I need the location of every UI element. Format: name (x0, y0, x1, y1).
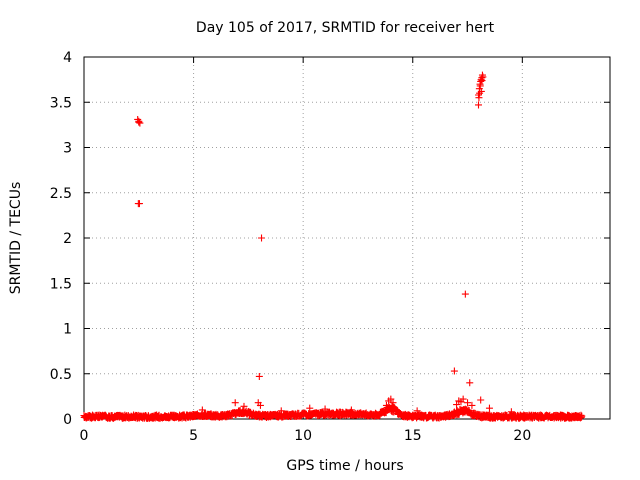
x-tick-label: 15 (404, 428, 422, 444)
data-points (80, 71, 586, 422)
data-point (321, 405, 329, 413)
y-tick-label: 2 (63, 231, 72, 247)
y-axis-label: SRMTID / TECUs (8, 182, 24, 295)
data-point (136, 119, 144, 127)
data-point (507, 408, 515, 416)
data-point (476, 82, 484, 90)
data-point (347, 406, 355, 414)
data-point (477, 87, 485, 95)
data-point (277, 407, 285, 415)
y-tick-label: 2.5 (50, 186, 72, 202)
data-point (450, 367, 458, 375)
y-tick-label: 4 (63, 50, 72, 66)
x-tick-label: 10 (294, 428, 312, 444)
y-tick-label: 3.5 (50, 95, 72, 111)
data-point (135, 200, 143, 208)
chart-title: Day 105 of 2017, SRMTID for receiver her… (196, 20, 495, 36)
data-point (256, 401, 264, 409)
data-point (240, 402, 248, 410)
data-point (479, 73, 487, 81)
data-point (413, 407, 421, 415)
y-tick-label: 0.5 (50, 367, 72, 383)
data-point (198, 406, 206, 414)
y-tick-label: 1 (63, 322, 72, 338)
y-tick-label: 0 (63, 412, 72, 428)
data-point (135, 118, 143, 126)
data-point (478, 77, 486, 85)
data-point (468, 401, 476, 409)
data-point (231, 399, 239, 407)
x-tick-label: 20 (513, 428, 531, 444)
data-point (461, 290, 469, 298)
data-point (578, 412, 586, 420)
grid-lines (84, 57, 610, 419)
y-tick-label: 3 (63, 141, 72, 157)
data-point (382, 401, 390, 409)
x-tick-label: 5 (189, 428, 198, 444)
data-point (453, 401, 461, 409)
data-point (457, 398, 465, 406)
data-point (464, 399, 472, 407)
y-tick-label: 1.5 (50, 276, 72, 292)
data-point (306, 404, 314, 412)
data-point (477, 396, 485, 404)
data-point (255, 372, 263, 380)
plot-frame (83, 56, 611, 420)
x-axis-label: GPS time / hours (286, 458, 403, 474)
axis-ticks: 0 5 10 15 20 0 0.5 1 1.5 2 2.5 3 3.5 4 (50, 50, 610, 444)
data-point (475, 101, 482, 109)
data-point (258, 234, 266, 242)
data-point (466, 379, 474, 387)
data-point (389, 399, 397, 407)
x-tick-label: 0 (80, 428, 89, 444)
data-point (485, 404, 493, 412)
data-point (475, 91, 482, 99)
data-point (387, 395, 395, 403)
